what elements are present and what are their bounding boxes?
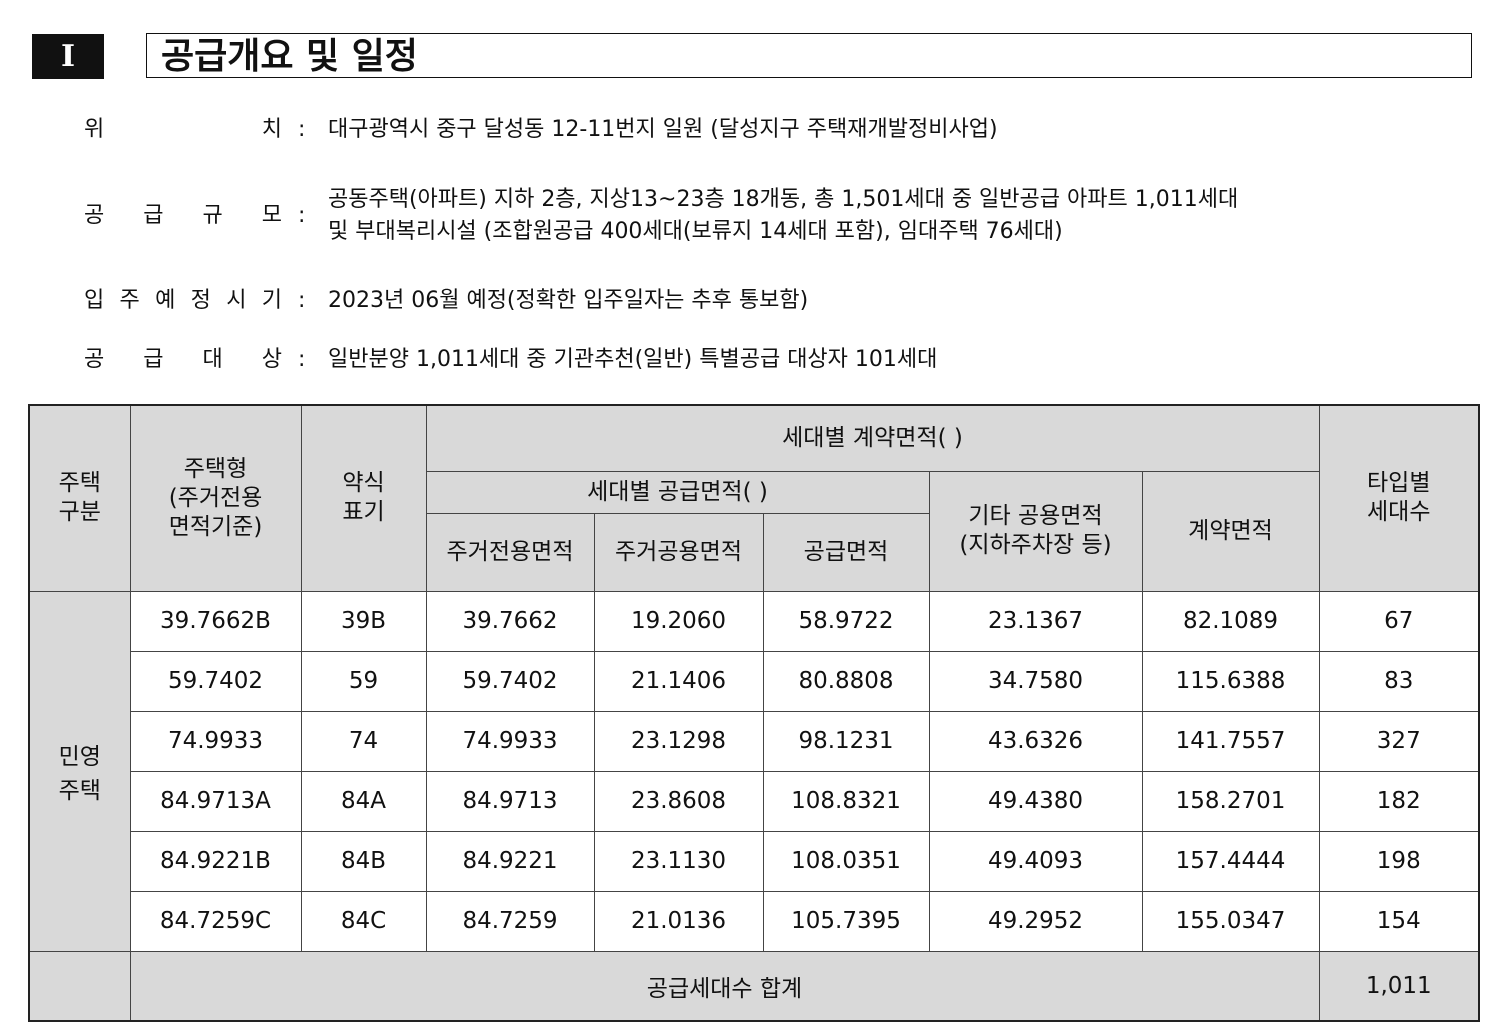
table-row: 민영 주택 39.7662B 39B 39.7662 19.2060 58.97… [28,590,1480,952]
total-label: 공급세대수 합계 [129,950,1320,1022]
cell-exclusive: 39.7662 [425,590,595,652]
cell-type: 84.9221B [129,830,302,892]
table-row: 84.9713A 84A 84.9713 23.8608 108.8321 49… [29,770,1480,832]
info-row-location: 위 치 : 대구광역시 중구 달성동 12-11번지 일원 (달성지구 주택재개… [84,114,998,146]
table-row: 74.9933 74 74.9933 23.1298 98.1231 43.63… [29,710,1480,772]
cell-common: 23.1130 [593,830,764,892]
cell-other: 49.4380 [928,770,1143,832]
cell-common: 19.2060 [593,590,764,652]
section-title: 공급개요 및 일정 [146,33,1472,78]
cell-exclusive: 74.9933 [425,710,595,772]
table-row: 84.7259C 84C 84.7259 21.0136 105.7395 49… [29,890,1480,952]
cell-type: 39.7662B [129,590,302,652]
total-units: 1,011 [1318,950,1480,1022]
info-value-move-in: 2023년 06월 예정(정확한 입주일자는 추후 통보함) [328,288,809,313]
table-row: 84.9221B 84B 84.9221 23.1130 108.0351 49… [29,830,1480,892]
header-supply-area: 공급면적 [762,512,930,592]
cell-mark: 74 [300,710,427,772]
header-housing-type: 주택형 (주거전용 면적기준) [129,404,302,592]
table-row: 59.7402 59 59.7402 21.1406 80.8808 34.75… [29,650,1480,712]
info-value-target: 일반분양 1,011세대 중 기관추천(일반) 특별공급 대상자 101세대 [328,347,938,372]
cell-other: 43.6326 [928,710,1143,772]
total-row: 공급세대수 합계 1,011 [28,950,1480,1022]
cell-units: 67 [1318,590,1480,652]
header-housing-category: 주택 구분 [28,404,131,592]
cell-supply: 108.0351 [762,830,930,892]
cell-type: 74.9933 [129,710,302,772]
cell-units: 83 [1318,650,1480,712]
cell-supply: 80.8808 [762,650,930,712]
cell-units: 154 [1318,890,1480,952]
info-row-target: 공 급 대 상 : 일반분양 1,011세대 중 기관추천(일반) 특별공급 대… [84,344,937,376]
header-units-by-type: 타입별 세대수 [1318,404,1480,592]
cell-contract: 158.2701 [1141,770,1320,832]
info-row-move-in: 입 주 예 정 시 기 : 2023년 06월 예정(정확한 입주일자는 추후 … [84,285,808,317]
cell-supply: 108.8321 [762,770,930,832]
cell-units: 198 [1318,830,1480,892]
header-common-area: 주거공용면적 [593,512,764,592]
info-label-target: 공 급 대 상 [84,347,282,372]
cell-contract: 82.1089 [1141,590,1320,652]
header-exclusive-area: 주거전용면적 [425,512,595,592]
cell-other: 49.2952 [928,890,1143,952]
cell-common: 21.1406 [593,650,764,712]
cell-units: 327 [1318,710,1480,772]
cell-units: 182 [1318,770,1480,832]
category-cell: 민영 주택 [28,590,131,952]
header-supply-area-group: 세대별 공급면적( ) [425,470,930,514]
cell-other: 49.4093 [928,830,1143,892]
cell-supply: 98.1231 [762,710,930,772]
cell-common: 21.0136 [593,890,764,952]
cell-mark: 84B [300,830,427,892]
cell-mark: 84A [300,770,427,832]
header-contract-area-group: 세대별 계약면적( ) [425,404,1320,472]
cell-mark: 84C [300,890,427,952]
header-short-mark: 약식 표기 [300,404,427,592]
cell-exclusive: 84.9713 [425,770,595,832]
cell-common: 23.1298 [593,710,764,772]
cell-mark: 59 [300,650,427,712]
cell-exclusive: 84.9221 [425,830,595,892]
total-row-blank [28,950,131,1022]
info-label-move-in: 입 주 예 정 시 기 [84,288,282,313]
cell-supply: 105.7395 [762,890,930,952]
header-other-common-area: 기타 공용면적 (지하주차장 등) [928,470,1143,592]
cell-other: 23.1367 [928,590,1143,652]
info-label-location: 위 치 [84,117,282,142]
cell-type: 59.7402 [129,650,302,712]
cell-mark: 39B [300,590,427,652]
cell-exclusive: 59.7402 [425,650,595,712]
info-label-scale: 공 급 규 모 [84,203,282,228]
info-value-scale: 공동주택(아파트) 지하 2층, 지상13~23층 18개동, 총 1,501세… [328,187,1239,244]
info-value-location: 대구광역시 중구 달성동 12-11번지 일원 (달성지구 주택재개발정비사업) [328,117,998,142]
cell-other: 34.7580 [928,650,1143,712]
cell-type: 84.9713A [129,770,302,832]
section-number-badge: I [32,34,104,79]
cell-contract: 155.0347 [1141,890,1320,952]
cell-exclusive: 84.7259 [425,890,595,952]
cell-supply: 58.9722 [762,590,930,652]
header-contract-area: 계약면적 [1141,470,1320,592]
cell-contract: 141.7557 [1141,710,1320,772]
info-row-scale: 공 급 규 모 : 공동주택(아파트) 지하 2층, 지상13~23층 18개동… [84,184,1238,248]
cell-common: 23.8608 [593,770,764,832]
cell-contract: 115.6388 [1141,650,1320,712]
supply-area-table: 주택 구분 주택형 (주거전용 면적기준) 약식 표기 세대별 계약면적( ) … [28,404,1480,1022]
cell-type: 84.7259C [129,890,302,952]
cell-contract: 157.4444 [1141,830,1320,892]
